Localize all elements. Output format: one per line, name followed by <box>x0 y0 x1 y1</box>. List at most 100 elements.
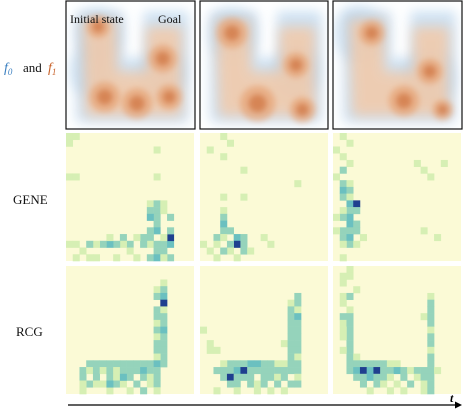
heatmap-cell <box>126 360 134 368</box>
heatmap-cell <box>113 380 121 388</box>
heatmap-cell <box>380 367 388 375</box>
heatmap-cell <box>333 146 341 154</box>
heatmap-cell <box>92 367 100 375</box>
density-panels <box>65 0 463 130</box>
heatmap-cell <box>346 353 354 361</box>
f1-density-peak <box>92 20 105 33</box>
time-axis: t <box>68 391 462 409</box>
heatmap-cell <box>346 200 354 208</box>
heatmap-cell <box>153 227 161 235</box>
heatmap-cell <box>427 299 435 307</box>
heatmap-cell <box>280 367 288 375</box>
heatmap-cell <box>79 247 87 255</box>
heatmap-cell <box>420 227 428 235</box>
heatmap-cell <box>153 346 161 354</box>
heatmap-cell <box>346 367 354 375</box>
time-axis-label: t <box>450 391 454 405</box>
goal-annotation: Goal <box>158 12 182 26</box>
heatmap-cell <box>247 380 255 388</box>
heatmap-cell <box>133 367 141 375</box>
heatmap-cell <box>167 240 175 248</box>
heatmap-cell <box>353 360 361 368</box>
heatmap-cell <box>427 306 435 314</box>
heatmap-cell <box>359 367 367 375</box>
heatmap-cell <box>274 373 282 381</box>
density-panel-frame <box>65 0 196 130</box>
heatmap-cell <box>160 279 168 287</box>
heatmap-cell <box>113 373 121 381</box>
heatmap-cell <box>380 380 388 388</box>
heatmap-cell <box>339 326 347 334</box>
heatmap-cell <box>72 254 80 262</box>
heatmap-cell <box>346 213 354 221</box>
heatmap-cell <box>393 367 401 375</box>
heatmap-cell <box>253 360 261 368</box>
heatmap-cell <box>140 234 148 242</box>
heatmap-cell <box>280 373 288 381</box>
heatmap-cell <box>333 173 341 181</box>
heatmap-cell <box>153 306 161 314</box>
heatmap-cell <box>247 373 255 381</box>
gene-panel-3 <box>333 133 461 262</box>
row-label-rcg: RCG <box>16 324 43 339</box>
density-panel-1 <box>66 1 195 129</box>
heatmap-cell <box>226 227 234 235</box>
heatmap-cell <box>287 313 295 321</box>
heatmap-cell <box>373 373 381 381</box>
heatmap-cell <box>213 367 221 375</box>
heatmap-cell <box>220 207 228 215</box>
heatmap-cell <box>294 319 302 327</box>
heatmap-cell <box>153 387 161 395</box>
heatmap-cell <box>79 387 87 395</box>
f1-density-peak <box>396 93 412 109</box>
heatmap-cell <box>220 247 228 255</box>
heatmap-cell <box>346 139 354 147</box>
heatmap-cell <box>240 360 248 368</box>
heatmap-cell <box>233 387 241 395</box>
heatmap-cell <box>66 240 74 248</box>
heatmap-cell <box>119 380 127 388</box>
heatmap-cell <box>160 326 168 334</box>
heatmap-cell <box>247 360 255 368</box>
rcg-panel-2 <box>200 266 328 395</box>
heatmap-cell <box>413 159 421 167</box>
heatmap-cell <box>393 380 401 388</box>
heatmap-cell <box>106 240 114 248</box>
heatmap-cell <box>206 340 214 348</box>
f1-density-peak <box>296 103 309 117</box>
heatmap-cell <box>160 346 168 354</box>
heatmap-cell <box>287 333 295 341</box>
heatmap-cell <box>339 234 347 242</box>
f1-density-peak <box>365 26 379 40</box>
heatmap-cell <box>294 346 302 354</box>
heatmap-cell <box>119 373 127 381</box>
heatmap-cell <box>427 346 435 354</box>
heatmap-cell <box>294 353 302 361</box>
f1-density-peak <box>129 95 145 112</box>
heatmap-cell <box>153 353 161 361</box>
heatmap-cell <box>287 299 295 307</box>
gene-panel-1 <box>66 133 194 262</box>
heatmap-cell <box>99 367 107 375</box>
heatmap-cell <box>226 367 234 375</box>
heatmap-cell <box>106 380 114 388</box>
heatmap-cell <box>346 326 354 334</box>
heatmap-cell <box>106 234 114 242</box>
heatmap-cell <box>220 367 228 375</box>
heatmap-cell <box>66 139 74 147</box>
heatmap-cell <box>287 360 295 368</box>
heatmap-cell <box>427 340 435 348</box>
heatmap-cell <box>339 213 347 221</box>
heatmap-cell <box>427 387 435 395</box>
heatmap-cell <box>233 367 241 375</box>
heatmap-cell <box>413 367 421 375</box>
heatmap-cell <box>153 340 161 348</box>
heatmap-cell <box>140 387 148 395</box>
heatmap-cell <box>287 367 295 375</box>
heatmap-cell <box>86 240 94 248</box>
heatmap-cell <box>353 227 361 235</box>
heatmap-cell <box>253 380 261 388</box>
heatmap-cell <box>92 240 100 248</box>
heatmap-cell <box>294 367 302 375</box>
heatmap-cell <box>359 380 367 388</box>
